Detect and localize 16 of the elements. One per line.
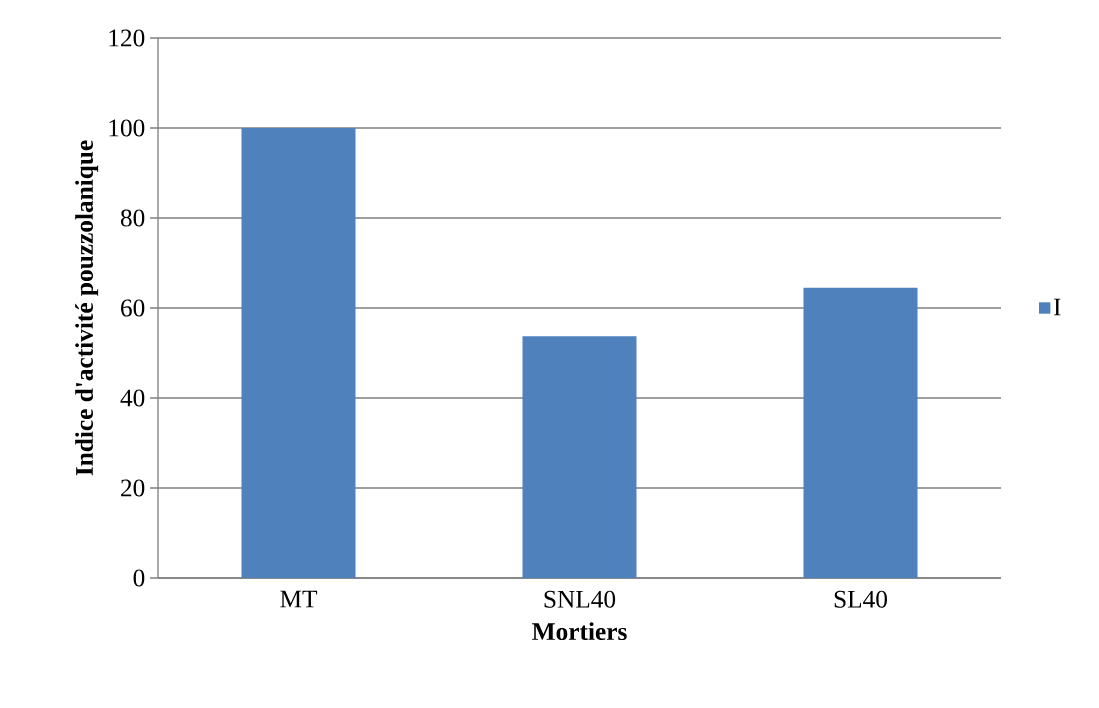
- y-tick-label: 0: [133, 569, 145, 587]
- x-tick-label: SNL40: [544, 590, 616, 608]
- y-axis-title: Indice d'activité pouzzolanique: [75, 140, 99, 476]
- x-axis-title: Mortiers: [532, 622, 627, 641]
- y-tick-label: 80: [120, 209, 145, 227]
- x-tick-label: MT: [280, 590, 318, 608]
- legend-label: I: [1053, 298, 1061, 316]
- bar: [803, 287, 918, 578]
- y-tick-label: 20: [121, 479, 145, 497]
- bar: [522, 336, 637, 578]
- y-tick-label: 100: [109, 119, 145, 137]
- y-tick-label: 40: [120, 389, 145, 407]
- x-tick-label: SL40: [834, 590, 887, 608]
- bar: [241, 128, 356, 578]
- y-tick-label: 120: [109, 29, 145, 47]
- y-tick-label: 60: [121, 299, 145, 317]
